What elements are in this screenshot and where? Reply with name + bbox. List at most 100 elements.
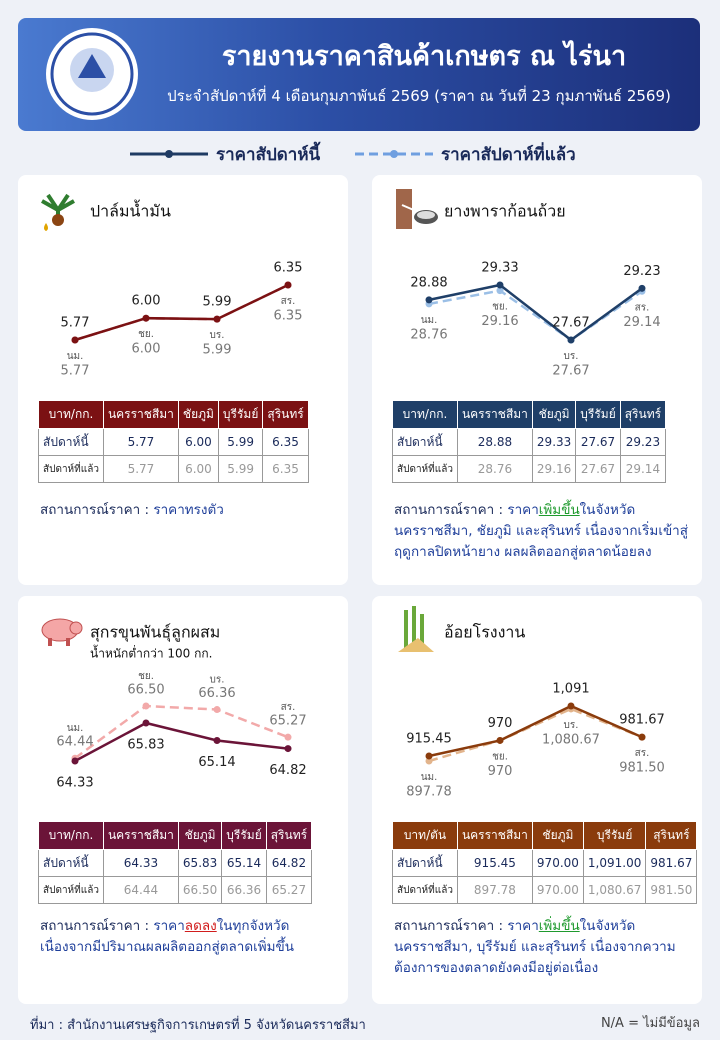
header-cell: บาท/กก.	[38, 821, 104, 850]
table-cell: 64.82	[265, 849, 313, 877]
series-line	[74, 721, 289, 763]
status-label: สถานการณ์ราคา :	[394, 918, 504, 934]
table-header: บาท/กก. นครราชสีมา ชัยภูมิ บุรีรัมย์ สุรินทร…	[38, 400, 309, 429]
logo	[46, 28, 138, 120]
header-cell: สุรินทร์	[619, 400, 667, 429]
data-label: 5.99	[203, 343, 232, 358]
series-line	[74, 283, 289, 342]
table-cell: สัปดาห์ที่แล้ว	[38, 455, 104, 483]
point	[496, 736, 504, 744]
data-label: 970	[488, 764, 513, 779]
status-label: สถานการณ์ราคา :	[40, 918, 150, 934]
source: ที่มา : สำนักงานเศรษฐกิจการเกษตรที่ 5 จั…	[30, 1018, 366, 1033]
data-label: 29.16	[481, 314, 518, 329]
icon	[398, 606, 434, 652]
status-text: ในทุกจังหวัด เนื่องจากมีปริมาณผลผลิตออกส…	[40, 918, 294, 955]
category-label: ชย.	[138, 671, 154, 682]
status-label: สถานการณ์ราคา :	[40, 502, 150, 518]
category-label: นม.	[67, 351, 84, 362]
status-label: สถานการณ์ราคา :	[394, 502, 504, 518]
category-label: ชย.	[492, 302, 508, 313]
table-cell: 981.67	[645, 849, 698, 877]
point	[213, 706, 221, 714]
series-line	[428, 704, 643, 758]
status-text: ในจังหวัดนครราชสีมา, ชัยภูมิ และสุรินทร์…	[394, 502, 688, 560]
table-header: บาท/ตัน นครราชสีมา ชัยภูมิ บุรีรัมย์ สุรินทร…	[392, 821, 698, 850]
data-label: 897.78	[406, 785, 452, 800]
series-line	[74, 704, 289, 760]
point	[638, 733, 646, 741]
point	[638, 284, 646, 292]
series-line	[428, 289, 643, 342]
data-label: 981.67	[619, 713, 665, 728]
table-row: สัปดาห์ที่แล้ว 5.77 6.00 5.99 6.35	[38, 455, 309, 483]
table-cell: 6.00	[177, 428, 219, 456]
data-label: 28.88	[410, 275, 447, 290]
table-cell: 897.78	[456, 876, 533, 904]
point	[425, 752, 433, 760]
table-cell: 6.35	[262, 455, 309, 483]
chart-title: อ้อยโรงงาน	[444, 623, 525, 642]
header-cell: บุรีรัมย์	[575, 400, 621, 429]
chart-title: ปาล์มน้ำมัน	[90, 200, 171, 221]
status-text: เพิ่มขึ้น	[538, 502, 580, 518]
point	[284, 745, 292, 753]
data-label: 64.82	[269, 763, 306, 778]
panel: สุกรขุนพันธุ์ลูกผสม น้ำหนักต่ำกว่า 100 กก…	[18, 596, 348, 1004]
subtitle: ประจำสัปดาห์ที่ 4 เดือนกุมภาพันธ์ 2569 (…	[167, 87, 671, 105]
chart: ยางพาราก้อนถ้วย28.88นม.28.7629.33ชย.29.1…	[396, 189, 661, 379]
point	[425, 296, 433, 304]
header-cell: บาท/กก.	[392, 400, 458, 429]
table-cell: 1,091.00	[582, 849, 647, 877]
legend-label: ราคาสัปดาห์ที่แล้ว	[441, 142, 576, 165]
header-cell: นครราชสีมา	[102, 400, 179, 429]
note: N/A = ไม่มีข้อมูล	[600, 1016, 700, 1031]
status-text: ราคา	[153, 918, 185, 934]
icon	[41, 618, 83, 646]
data-label: 915.45	[406, 731, 452, 746]
data-label: 28.76	[410, 327, 447, 342]
status: สถานการณ์ราคา : ราคาเพิ่มขึ้นในจังหวัดนค…	[394, 916, 688, 979]
status-text: ในจังหวัดนครราชสีมา, บุรีรัมย์ และสุรินท…	[394, 918, 676, 976]
data-label: 29.33	[481, 261, 518, 276]
category-label: สร.	[635, 748, 650, 759]
table-cell: 915.45	[456, 849, 533, 877]
category-label: บร.	[564, 351, 579, 362]
status: สถานการณ์ราคา : ราคาลดลงในทุกจังหวัด เนื…	[40, 916, 334, 958]
table-cell: 1,080.67	[582, 876, 647, 904]
category-label: นม.	[421, 315, 438, 326]
data-label: 1,080.67	[542, 732, 600, 747]
series-line	[428, 707, 643, 763]
table-cell: 65.27	[265, 876, 313, 904]
table-cell: 5.99	[217, 455, 264, 483]
header-cell: สุรินทร์	[645, 821, 698, 850]
point	[496, 287, 504, 295]
table-row: สัปดาห์ที่แล้ว 64.44 66.50 66.36 65.27	[38, 876, 313, 904]
data-label: 65.83	[127, 737, 164, 752]
status: สถานการณ์ราคา : ราคาเพิ่มขึ้นในจังหวัดนค…	[394, 500, 688, 563]
table-cell: สัปดาห์นี้	[38, 428, 104, 456]
point	[567, 702, 575, 710]
chart: อ้อยโรงงาน 915.45 นม. 897.78 970 ชย. 970 1,091 บ…	[398, 606, 665, 800]
point	[142, 719, 150, 727]
point	[567, 336, 575, 344]
data-label: 6.35	[274, 261, 303, 276]
header-cell: นครราชสีมา	[102, 821, 179, 850]
header-cell: บุรีรัมย์	[582, 821, 647, 850]
category-label: สร.	[281, 296, 296, 307]
category-label: บร.	[210, 330, 225, 341]
data-label: 65.14	[198, 755, 235, 770]
data-label: 29.23	[623, 264, 660, 279]
data-label: 65.27	[269, 714, 306, 729]
table-cell: 5.77	[102, 455, 179, 483]
table-cell: 66.36	[221, 876, 267, 904]
header-cell: บาท/กก.	[38, 400, 104, 429]
data-label: 27.67	[552, 364, 589, 379]
legend-label: ราคาสัปดาห์นี้	[216, 141, 321, 165]
category-label: บร.	[210, 675, 225, 686]
table-cell: สัปดาห์นี้	[38, 849, 104, 877]
point	[142, 702, 150, 710]
header-cell: ชัยภูมิ	[531, 400, 577, 429]
header-cell: นครราชสีมา	[456, 821, 533, 850]
